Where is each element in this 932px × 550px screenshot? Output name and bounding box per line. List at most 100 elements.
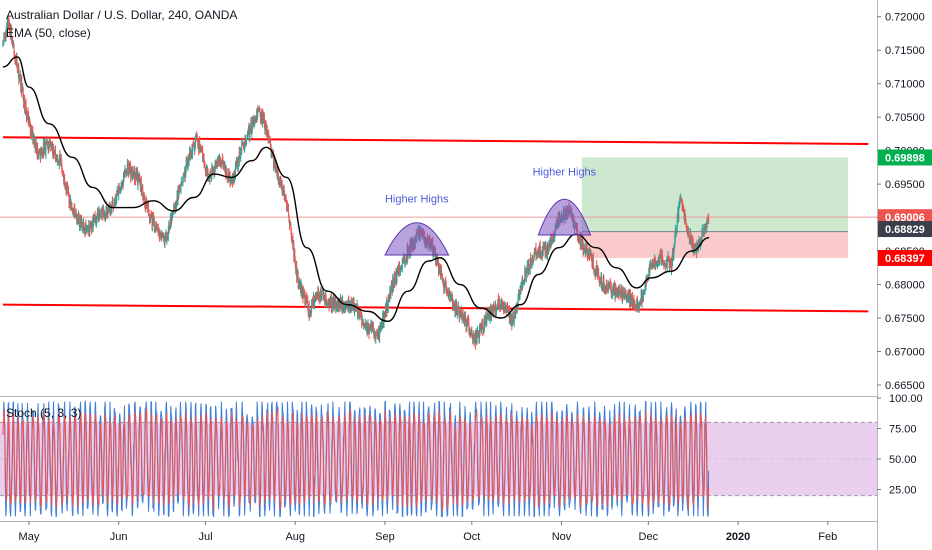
candle-body[interactable]: [105, 215, 107, 217]
candle-body[interactable]: [71, 203, 73, 209]
candle-body[interactable]: [465, 321, 467, 328]
candle-body[interactable]: [510, 317, 512, 323]
candle-body[interactable]: [661, 254, 663, 259]
candle-body[interactable]: [148, 210, 150, 215]
candle-body[interactable]: [21, 79, 23, 93]
candle-body[interactable]: [327, 301, 328, 305]
candle-body[interactable]: [648, 268, 650, 279]
candle-body[interactable]: [592, 257, 594, 268]
candle-body[interactable]: [619, 286, 621, 293]
candle-body[interactable]: [522, 281, 524, 286]
candle-body[interactable]: [234, 165, 236, 176]
candle-body[interactable]: [8, 19, 10, 25]
candle-body[interactable]: [543, 246, 545, 249]
candle-body[interactable]: [394, 283, 396, 285]
candle-body[interactable]: [281, 183, 283, 194]
candle-body[interactable]: [78, 213, 80, 227]
candle-body[interactable]: [445, 284, 447, 290]
candle-body[interactable]: [688, 237, 690, 240]
candle-body[interactable]: [140, 182, 142, 193]
candle-body[interactable]: [452, 296, 453, 306]
candle-body[interactable]: [241, 142, 243, 146]
candle-body[interactable]: [586, 248, 588, 255]
candle-body[interactable]: [216, 165, 218, 168]
candle-body[interactable]: [288, 208, 289, 217]
candle-body[interactable]: [675, 229, 677, 234]
candle-body[interactable]: [161, 230, 163, 235]
candle-body[interactable]: [495, 310, 497, 313]
candle-body[interactable]: [300, 284, 302, 293]
candle-body[interactable]: [64, 177, 66, 186]
candle-body[interactable]: [182, 174, 184, 179]
candle-body[interactable]: [43, 142, 45, 151]
candle-body[interactable]: [701, 233, 703, 242]
candle-body[interactable]: [404, 255, 406, 263]
candle-body[interactable]: [14, 53, 15, 58]
candle-body[interactable]: [550, 241, 552, 246]
candle-body[interactable]: [261, 114, 263, 124]
candle-body[interactable]: [249, 129, 251, 137]
candle-body[interactable]: [137, 177, 139, 185]
candle-body[interactable]: [241, 145, 243, 155]
candle-body[interactable]: [257, 107, 259, 120]
higher-highs-arc[interactable]: [384, 222, 450, 256]
candle-body[interactable]: [326, 299, 328, 305]
candle-body[interactable]: [603, 279, 605, 284]
candle-body[interactable]: [512, 314, 514, 322]
candle-body[interactable]: [525, 269, 527, 279]
candle-body[interactable]: [598, 271, 600, 276]
candle-body[interactable]: [11, 30, 13, 41]
candle-body[interactable]: [172, 213, 174, 218]
candle-body[interactable]: [227, 173, 229, 179]
candle-body[interactable]: [60, 158, 62, 161]
candle-body[interactable]: [479, 329, 480, 338]
candle-body[interactable]: [529, 258, 531, 271]
candle-body[interactable]: [457, 307, 459, 312]
candle-body[interactable]: [28, 113, 29, 124]
candle-body[interactable]: [528, 263, 530, 270]
candle-body[interactable]: [513, 312, 515, 322]
candle-body[interactable]: [582, 239, 584, 250]
candle-body[interactable]: [270, 141, 272, 146]
candle-body[interactable]: [305, 296, 307, 305]
candle-body[interactable]: [55, 147, 56, 160]
candle-body[interactable]: [205, 167, 206, 171]
candle-body[interactable]: [317, 288, 319, 296]
candle-body[interactable]: [321, 293, 323, 297]
candle-body[interactable]: [387, 294, 389, 309]
candle-body[interactable]: [188, 157, 190, 163]
candle-body[interactable]: [390, 290, 392, 299]
higher-highs-label[interactable]: Higher Highs: [533, 167, 597, 179]
candle-body[interactable]: [118, 185, 120, 196]
candle-body[interactable]: [202, 150, 204, 159]
stop-zone[interactable]: [581, 231, 849, 258]
stoch-d-line[interactable]: [2, 408, 710, 512]
candle-body[interactable]: [61, 169, 63, 172]
candle-body[interactable]: [511, 320, 513, 326]
target-zone[interactable]: [581, 157, 849, 232]
candle-body[interactable]: [346, 301, 348, 306]
candle-body[interactable]: [22, 87, 24, 96]
candle-body[interactable]: [688, 232, 690, 238]
candle-body[interactable]: [498, 298, 500, 306]
candle-body[interactable]: [356, 306, 357, 307]
candle-body[interactable]: [148, 207, 150, 211]
candle-body[interactable]: [690, 233, 692, 243]
candle-body[interactable]: [46, 141, 48, 145]
candle-body[interactable]: [462, 312, 464, 319]
candle-body[interactable]: [296, 275, 298, 278]
candle-body[interactable]: [630, 295, 631, 304]
candle-body[interactable]: [187, 159, 189, 168]
candle-body[interactable]: [273, 153, 274, 167]
candle-body[interactable]: [176, 201, 178, 207]
candle-body[interactable]: [74, 207, 76, 218]
candle-body[interactable]: [61, 160, 63, 170]
candle-body[interactable]: [167, 228, 169, 237]
candle-body[interactable]: [263, 115, 265, 125]
candle-body[interactable]: [643, 293, 644, 297]
candle-body[interactable]: [119, 186, 121, 188]
candle-body[interactable]: [29, 123, 31, 135]
candle-body[interactable]: [290, 228, 292, 237]
candle-body[interactable]: [284, 195, 286, 199]
candle-body[interactable]: [307, 300, 309, 310]
